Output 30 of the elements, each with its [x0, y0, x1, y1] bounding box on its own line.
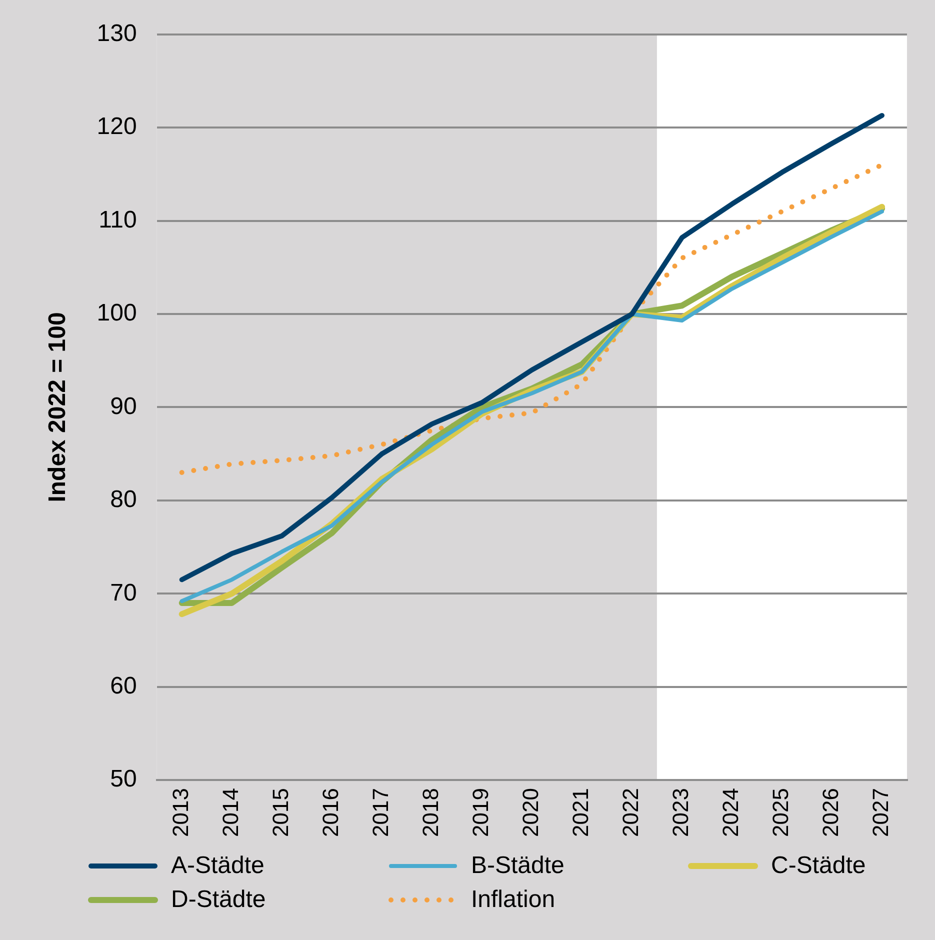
x-tick-label: 2022 [618, 788, 644, 838]
legend-label: Inflation [471, 886, 556, 914]
x-tick-label: 2021 [568, 788, 593, 838]
y-tick-label: 130 [96, 20, 137, 48]
x-tick-label: 2015 [268, 788, 293, 838]
legend-label: A-Städte [171, 852, 264, 880]
y-tick-label: 80 [110, 486, 137, 514]
x-tick-label: 2019 [468, 788, 493, 838]
x-tick-label: 2025 [768, 788, 794, 838]
x-tick-label: 2023 [668, 788, 694, 838]
x-tick-label: 2017 [368, 788, 393, 838]
legend-label: B-Städte [471, 852, 564, 880]
y-tick-label: 50 [110, 766, 137, 793]
y-tick-label: 110 [98, 206, 137, 234]
legend-label: C-Städte [771, 852, 866, 880]
x-tick-label: 2020 [518, 788, 543, 838]
x-tick-label: 2024 [718, 788, 744, 838]
x-tick-label: 2016 [318, 788, 343, 838]
x-tick-label: 2014 [218, 788, 243, 838]
y-tick-label: 60 [110, 672, 137, 700]
y-tick-label: 70 [110, 579, 137, 606]
y-axis-title: Index 2022 = 100 [44, 312, 72, 502]
x-tick-label: 2013 [168, 788, 193, 838]
y-tick-label: 100 [96, 300, 137, 327]
y-tick-label: 120 [96, 113, 137, 140]
y-tick-label: 90 [110, 392, 137, 420]
x-tick-label: 2018 [418, 788, 443, 838]
x-tick-label: 2027 [868, 788, 894, 838]
x-tick-label: 2026 [818, 788, 844, 838]
legend-label: D-Städte [171, 886, 266, 914]
